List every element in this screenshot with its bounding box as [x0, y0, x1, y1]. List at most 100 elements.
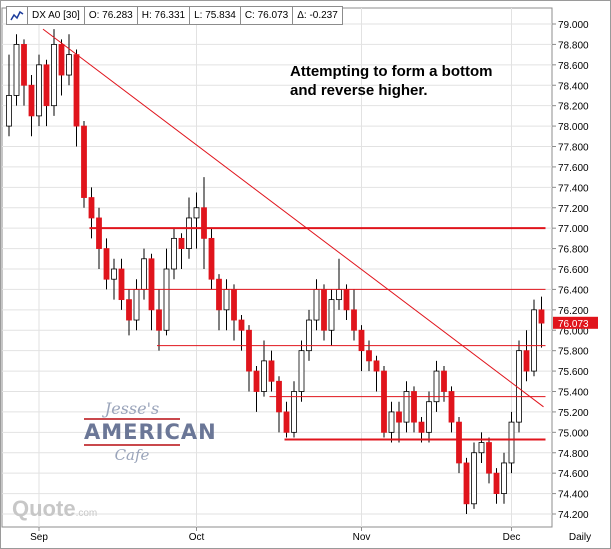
- candle-body: [186, 217, 192, 249]
- candle-body: [493, 472, 500, 494]
- y-tick-label: 77.200: [558, 204, 589, 215]
- candle-body: [246, 329, 252, 372]
- candle-down: [28, 75, 35, 137]
- candle-up: [501, 452, 507, 504]
- candle-up: [531, 299, 537, 377]
- y-tick-label: 78.200: [558, 102, 589, 113]
- y-tick-label: 75.200: [558, 408, 589, 419]
- candle-body: [306, 319, 312, 352]
- candle-body: [366, 350, 372, 362]
- american-cafe-logo: Jesse's AMERICAN Cafe: [82, 399, 216, 480]
- y-tick-label: 77.800: [558, 143, 589, 154]
- candle-body: [193, 207, 200, 219]
- logo-script: Jesse's: [104, 399, 160, 418]
- candle-body: [253, 370, 260, 392]
- candle-up: [478, 432, 485, 463]
- candle-up: [171, 228, 177, 280]
- candle-up: [223, 279, 230, 331]
- candle-up: [111, 258, 117, 300]
- candle-down: [268, 350, 275, 392]
- candle-up: [36, 54, 42, 127]
- y-tick-label: 76.200: [558, 306, 589, 317]
- candle-body: [538, 309, 545, 324]
- candle-body: [148, 258, 155, 311]
- x-tick-label: Dec: [503, 532, 521, 543]
- candle-down: [81, 120, 87, 208]
- annotation-lines: [42, 28, 546, 441]
- y-tick-label: 78.400: [558, 81, 589, 92]
- high-value: H: 76.331: [138, 7, 191, 24]
- candle-body: [381, 370, 387, 433]
- candle-down: [411, 386, 417, 433]
- candle-down: [373, 355, 380, 392]
- candle-down: [351, 289, 357, 341]
- candle-body: [531, 309, 537, 372]
- candle-body: [508, 421, 515, 464]
- candle-down: [231, 284, 237, 341]
- candle-up: [403, 381, 410, 433]
- candle-down: [148, 253, 155, 331]
- y-tick-label: 74.400: [558, 490, 589, 501]
- candle-body: [268, 360, 275, 382]
- candle-up: [193, 192, 200, 249]
- candle-up: [66, 34, 72, 86]
- candle-body: [463, 462, 470, 505]
- candle-down: [418, 417, 425, 443]
- candle-up: [51, 29, 57, 116]
- x-tick-label: Sep: [30, 532, 48, 543]
- annotation-line-1: Attempting to form a bottom: [290, 63, 493, 80]
- chart-type-icon[interactable]: [7, 7, 28, 24]
- candle-layer: [6, 29, 545, 514]
- low-value: L: 75.834: [190, 7, 241, 24]
- candle-up: [388, 401, 395, 443]
- candle-body: [103, 248, 110, 280]
- candle-body: [96, 217, 102, 249]
- x-tick-label: Oct: [189, 532, 205, 543]
- candle-down: [448, 386, 455, 433]
- y-tick-label: 76.000: [558, 326, 589, 337]
- candle-up: [298, 340, 305, 402]
- candle-down: [103, 238, 110, 290]
- candle-body: [216, 278, 222, 311]
- candle-up: [426, 391, 432, 443]
- candle-up: [313, 279, 320, 331]
- candle-down: [178, 233, 185, 269]
- y-tick-label: 75.000: [558, 428, 589, 439]
- candle-body: [478, 442, 485, 454]
- candle-body: [73, 54, 80, 127]
- candle-up: [261, 340, 267, 397]
- candle-down: [238, 314, 245, 351]
- candle-body: [328, 299, 335, 331]
- candle-down: [73, 49, 80, 147]
- candle-body: [283, 411, 290, 433]
- candle-up: [163, 248, 170, 336]
- close-value: C: 76.073: [241, 7, 294, 24]
- candle-down: [246, 325, 252, 392]
- y-tick-label: 78.600: [558, 61, 589, 72]
- candle-body: [418, 421, 425, 433]
- candle-down: [208, 228, 215, 290]
- candle-body: [373, 360, 380, 372]
- candle-up: [328, 289, 335, 346]
- candle-body: [28, 84, 35, 117]
- candle-body: [486, 442, 492, 474]
- candle-down: [381, 365, 387, 438]
- candle-body: [388, 411, 395, 433]
- watermark-brand: Quote: [12, 496, 76, 521]
- candle-body: [66, 54, 72, 76]
- candle-down: [58, 39, 65, 96]
- symbol-label[interactable]: DX A0 [30]: [28, 7, 85, 24]
- candle-body: [336, 289, 342, 301]
- candle-body: [6, 95, 12, 127]
- candle-down: [43, 59, 50, 127]
- candle-up: [291, 381, 297, 438]
- candle-down: [96, 207, 102, 269]
- candle-body: [471, 452, 477, 505]
- candle-body: [261, 360, 267, 392]
- candle-body: [13, 44, 20, 96]
- candle-down: [321, 284, 327, 341]
- candle-body: [126, 299, 132, 321]
- candle-body: [238, 319, 245, 331]
- candle-down: [283, 401, 290, 438]
- candle-down: [253, 365, 260, 412]
